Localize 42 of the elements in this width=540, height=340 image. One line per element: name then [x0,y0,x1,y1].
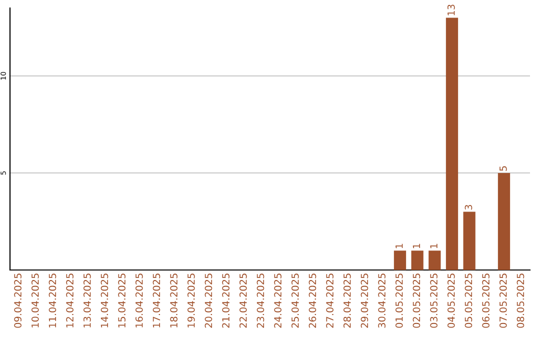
x-tick-label: 17.04.2025 [152,274,160,328]
x-tick-label: 08.05.2025 [516,274,524,328]
bar [498,172,510,270]
x-tick-label: 21.04.2025 [222,274,230,328]
x-tick-label: 29.04.2025 [360,274,368,328]
x-tick-label: 15.04.2025 [118,274,126,328]
x-tick-label: 22.04.2025 [239,274,247,328]
x-tick-label: 16.04.2025 [135,274,143,328]
data-label: 3 [464,204,472,210]
x-tick-label: 02.05.2025 [412,274,420,328]
x-tick-label: 04.05.2025 [447,274,455,328]
x-tick-label: 05.05.2025 [464,274,472,328]
x-tick-label: 09.04.2025 [14,274,22,328]
data-label: 1 [412,244,420,248]
x-tick-label: 28.04.2025 [343,274,351,328]
data-label: 5 [500,166,507,171]
x-tick-label: 27.04.2025 [326,274,334,328]
x-tick-label: 14.04.2025 [100,274,108,328]
bar [463,212,476,270]
data-label: 1 [430,244,438,248]
data-label: 13 [447,4,455,16]
x-tick-label: 13.04.2025 [83,274,91,328]
data-label: 1 [396,244,403,248]
x-tick-label: 24.04.2025 [274,274,282,328]
x-tick-label: 18.04.2025 [170,274,178,328]
bar [394,250,406,270]
bar [411,250,424,270]
x-tick-label: 26.04.2025 [308,274,316,328]
x-tick-label: 20.04.2025 [204,274,212,328]
bar [446,18,458,270]
x-tick-label: 10.04.2025 [31,274,39,328]
x-tick-label: 11.04.2025 [48,274,56,328]
x-tick-label: 30.04.2025 [378,274,386,328]
x-tick-label: 03.05.2025 [430,274,438,328]
x-tick-label: 23.04.2025 [256,274,264,328]
x-tick-label: 01.05.2025 [395,274,403,328]
x-tick-label: 12.04.2025 [66,274,74,328]
x-tick-label: 19.04.2025 [187,274,195,328]
x-tick-label: 06.05.2025 [482,274,490,328]
x-tick-label: 07.05.2025 [499,274,507,328]
x-tick-label: 25.04.2025 [291,274,299,328]
bar [428,250,441,270]
